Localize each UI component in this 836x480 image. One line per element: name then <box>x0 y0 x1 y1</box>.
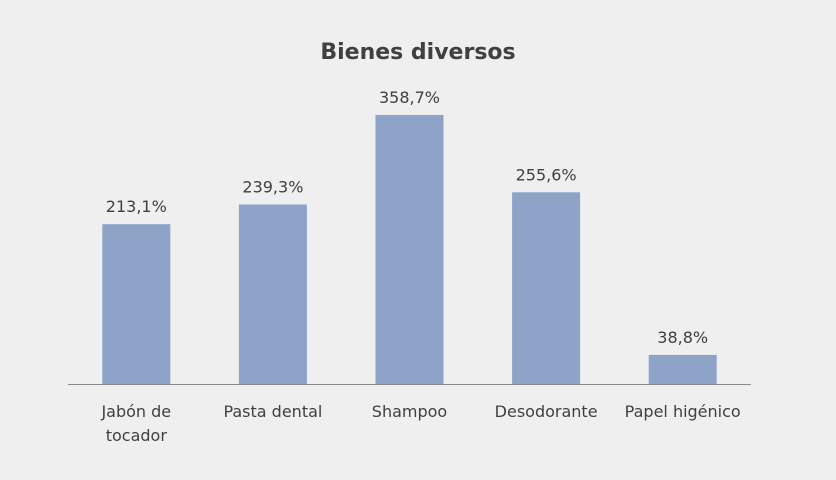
bar-4 <box>648 354 717 384</box>
data-label-0: 213,1% <box>106 197 167 216</box>
category-labels-layer: Jabón de tocador Pasta dental Shampoo Desodo… <box>100 402 740 445</box>
category-label-0-line-0: Jabón de <box>100 402 171 421</box>
bar-2 <box>375 114 444 384</box>
data-label-2: 358,7% <box>379 88 440 107</box>
category-label-4: Papel higénico <box>625 402 741 421</box>
data-label-1: 239,3% <box>242 178 303 197</box>
category-label-3: Desodorante <box>495 402 598 421</box>
chart-title: Bienes diversos <box>320 40 516 65</box>
bars-layer <box>102 114 717 384</box>
bar-3 <box>512 192 581 384</box>
data-label-3: 255,6% <box>516 165 577 184</box>
data-label-4: 38,8% <box>657 328 708 347</box>
data-labels-layer: 213,1% 239,3% 358,7% 255,6% 38,8% <box>106 88 708 347</box>
bar-0 <box>102 224 171 384</box>
category-label-0-line-1: tocador <box>106 426 168 445</box>
category-label-1: Pasta dental <box>223 402 322 421</box>
category-label-2: Shampoo <box>372 402 447 421</box>
bar-1 <box>238 204 307 384</box>
